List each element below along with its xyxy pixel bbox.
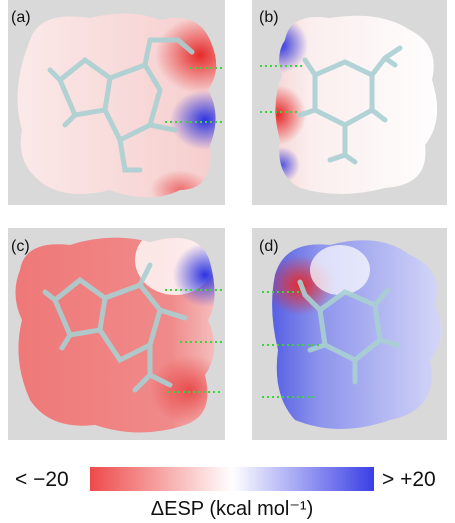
panel-label: (c) [11, 238, 30, 255]
panel-label: (b) [259, 9, 279, 26]
figure: (a) (b) (c) (d) < −20 > +20 ΔE [0, 0, 455, 523]
colorbar-title: ΔESP (kcal mol⁻¹) [151, 498, 313, 520]
panel-label: (d) [259, 238, 279, 255]
panel-label: (a) [11, 9, 31, 26]
colorbar-min-label: < −20 [15, 468, 69, 491]
colorbar-max-label: > +20 [382, 468, 436, 491]
colorbar [90, 467, 374, 491]
esp-surface [8, 225, 237, 440]
